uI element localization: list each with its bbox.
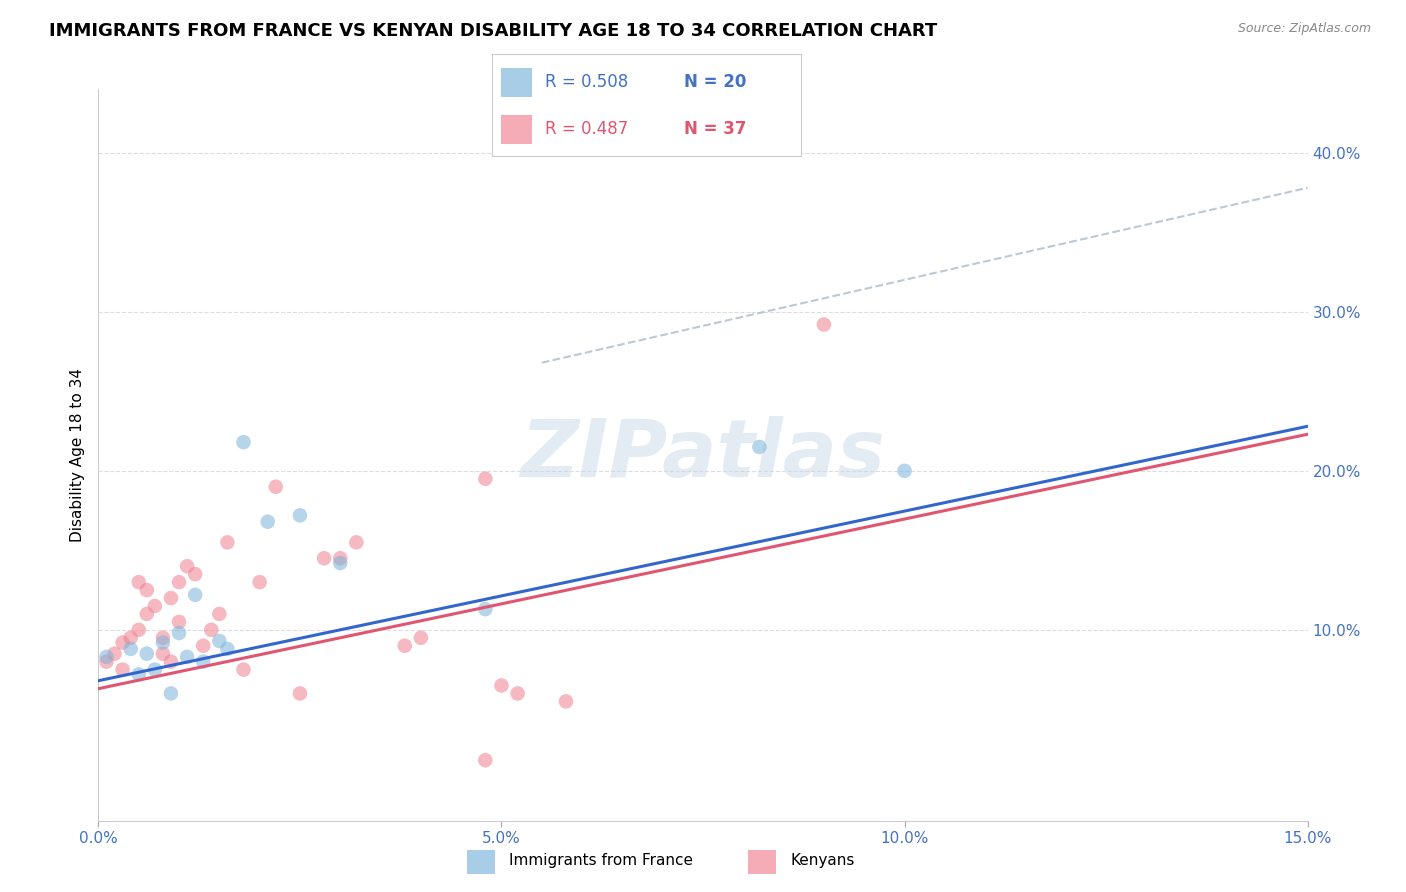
Point	[491, 678, 513, 692]
Text: Kenyans: Kenyans	[790, 854, 855, 868]
Point	[135, 607, 157, 621]
Point	[748, 440, 770, 454]
Text: Source: ZipAtlas.com: Source: ZipAtlas.com	[1237, 22, 1371, 36]
Point	[176, 649, 198, 664]
Point	[329, 551, 352, 566]
FancyBboxPatch shape	[467, 849, 495, 874]
Point	[103, 647, 125, 661]
Point	[135, 647, 157, 661]
Text: N = 37: N = 37	[683, 120, 747, 138]
Point	[128, 623, 150, 637]
Point	[314, 551, 336, 566]
Point	[217, 535, 239, 549]
Point	[111, 663, 134, 677]
Point	[474, 753, 496, 767]
Point	[143, 599, 166, 613]
Point	[217, 641, 239, 656]
Point	[128, 575, 150, 590]
FancyBboxPatch shape	[502, 115, 533, 144]
Y-axis label: Disability Age 18 to 34: Disability Age 18 to 34	[69, 368, 84, 542]
Point	[506, 686, 529, 700]
Point	[111, 635, 134, 649]
Point	[394, 639, 416, 653]
Point	[120, 641, 142, 656]
Point	[249, 575, 271, 590]
Point	[167, 615, 190, 629]
Point	[208, 607, 231, 621]
Point	[120, 631, 142, 645]
Point	[193, 639, 215, 653]
Point	[167, 626, 190, 640]
Point	[193, 655, 215, 669]
Point	[474, 472, 496, 486]
Point	[160, 686, 183, 700]
Text: R = 0.487: R = 0.487	[544, 120, 628, 138]
FancyBboxPatch shape	[502, 68, 533, 96]
Text: R = 0.508: R = 0.508	[544, 73, 628, 91]
Point	[176, 559, 198, 574]
Point	[96, 649, 118, 664]
FancyBboxPatch shape	[748, 849, 776, 874]
Point	[288, 686, 311, 700]
Text: IMMIGRANTS FROM FRANCE VS KENYAN DISABILITY AGE 18 TO 34 CORRELATION CHART: IMMIGRANTS FROM FRANCE VS KENYAN DISABIL…	[49, 22, 938, 40]
Point	[128, 667, 150, 681]
Point	[232, 435, 254, 450]
Point	[152, 631, 174, 645]
Point	[135, 583, 157, 598]
Point	[813, 318, 835, 332]
Point	[152, 647, 174, 661]
Point	[208, 634, 231, 648]
Point	[256, 515, 278, 529]
Point	[96, 655, 118, 669]
Text: N = 20: N = 20	[683, 73, 747, 91]
Point	[264, 480, 287, 494]
Text: ZIPatlas: ZIPatlas	[520, 416, 886, 494]
Point	[288, 508, 311, 523]
Point	[344, 535, 367, 549]
Point	[555, 694, 578, 708]
Point	[184, 567, 207, 582]
Point	[893, 464, 915, 478]
Point	[167, 575, 190, 590]
Point	[232, 663, 254, 677]
Point	[329, 556, 352, 570]
Point	[160, 591, 183, 605]
Point	[160, 655, 183, 669]
Text: Immigrants from France: Immigrants from France	[509, 854, 693, 868]
Point	[409, 631, 432, 645]
Point	[184, 588, 207, 602]
Point	[474, 602, 496, 616]
Point	[152, 635, 174, 649]
Point	[143, 663, 166, 677]
Point	[200, 623, 222, 637]
